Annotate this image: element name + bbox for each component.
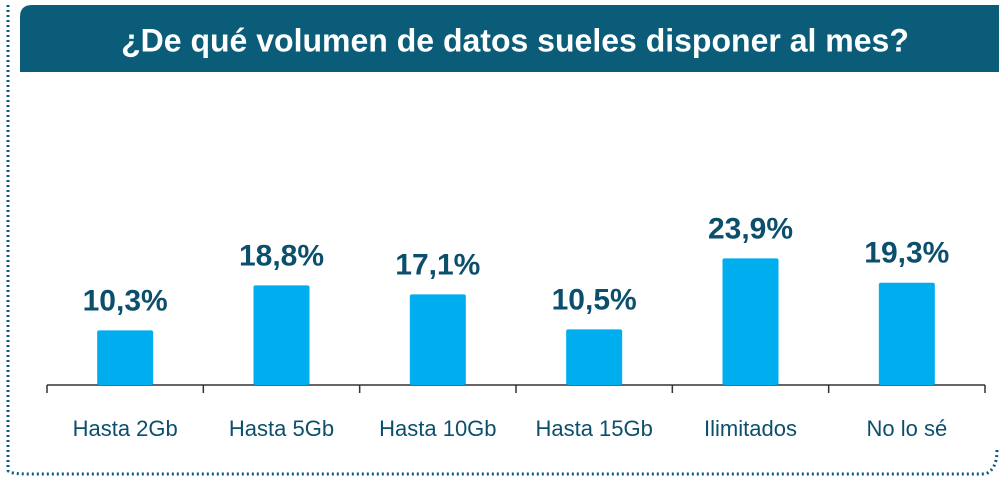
x-tick-label: Hasta 15Gb [535, 416, 652, 441]
value-label: 10,3% [83, 284, 168, 317]
bar [722, 258, 779, 385]
value-label: 19,3% [864, 237, 949, 270]
bar [566, 329, 623, 385]
header-bar [20, 5, 999, 72]
value-label: 18,8% [239, 239, 324, 272]
x-tick-label: Hasta 2Gb [73, 416, 178, 441]
value-label: 23,9% [708, 212, 793, 245]
bar [97, 330, 154, 385]
value-label: 10,5% [552, 283, 637, 316]
bar [409, 294, 466, 385]
chart-title: ¿De qué volumen de datos sueles disponer… [121, 22, 909, 58]
x-tick-label: Hasta 5Gb [229, 416, 334, 441]
value-label: 17,1% [395, 248, 480, 281]
x-tick-label: Hasta 10Gb [379, 416, 496, 441]
x-tick-label: Ilimitados [704, 416, 797, 441]
x-tick-label: No lo sé [866, 416, 947, 441]
frame-border [6, 5, 999, 476]
bar [878, 282, 935, 385]
bar [253, 285, 310, 385]
